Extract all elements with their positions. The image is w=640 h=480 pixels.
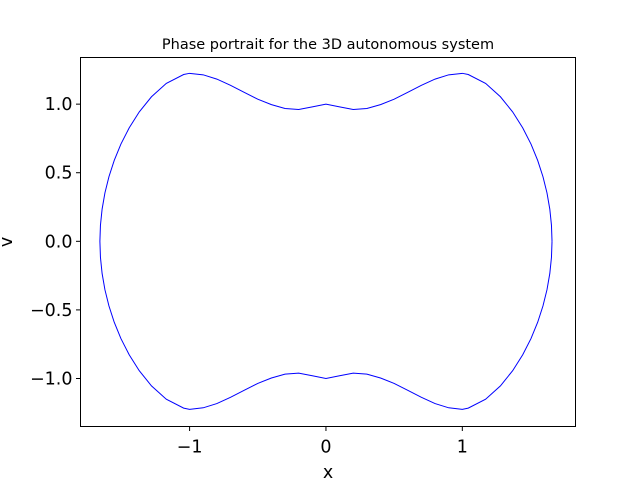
y-tick-label: 1.0 bbox=[45, 95, 73, 115]
axes-frame bbox=[80, 57, 576, 427]
ticks: −1 0 1 1.0 0.5 0.0 −0.5 −1.0 bbox=[30, 95, 468, 457]
y-tick-label: 0.0 bbox=[45, 232, 73, 252]
y-tick-label: −0.5 bbox=[30, 301, 73, 321]
y-tick-label: −1.0 bbox=[30, 369, 73, 389]
y-tick-label: 0.5 bbox=[45, 164, 73, 184]
x-tick-label: −1 bbox=[177, 438, 203, 458]
x-axis-label: x bbox=[323, 463, 333, 480]
phase-trajectory-line bbox=[99, 72, 553, 410]
x-tick-label: 1 bbox=[457, 438, 468, 458]
plot-area bbox=[99, 72, 553, 410]
chart-title: Phase portrait for the 3D autonomous sys… bbox=[162, 37, 494, 53]
x-tick-label: 0 bbox=[320, 438, 331, 458]
y-axis-label: v bbox=[0, 237, 17, 247]
